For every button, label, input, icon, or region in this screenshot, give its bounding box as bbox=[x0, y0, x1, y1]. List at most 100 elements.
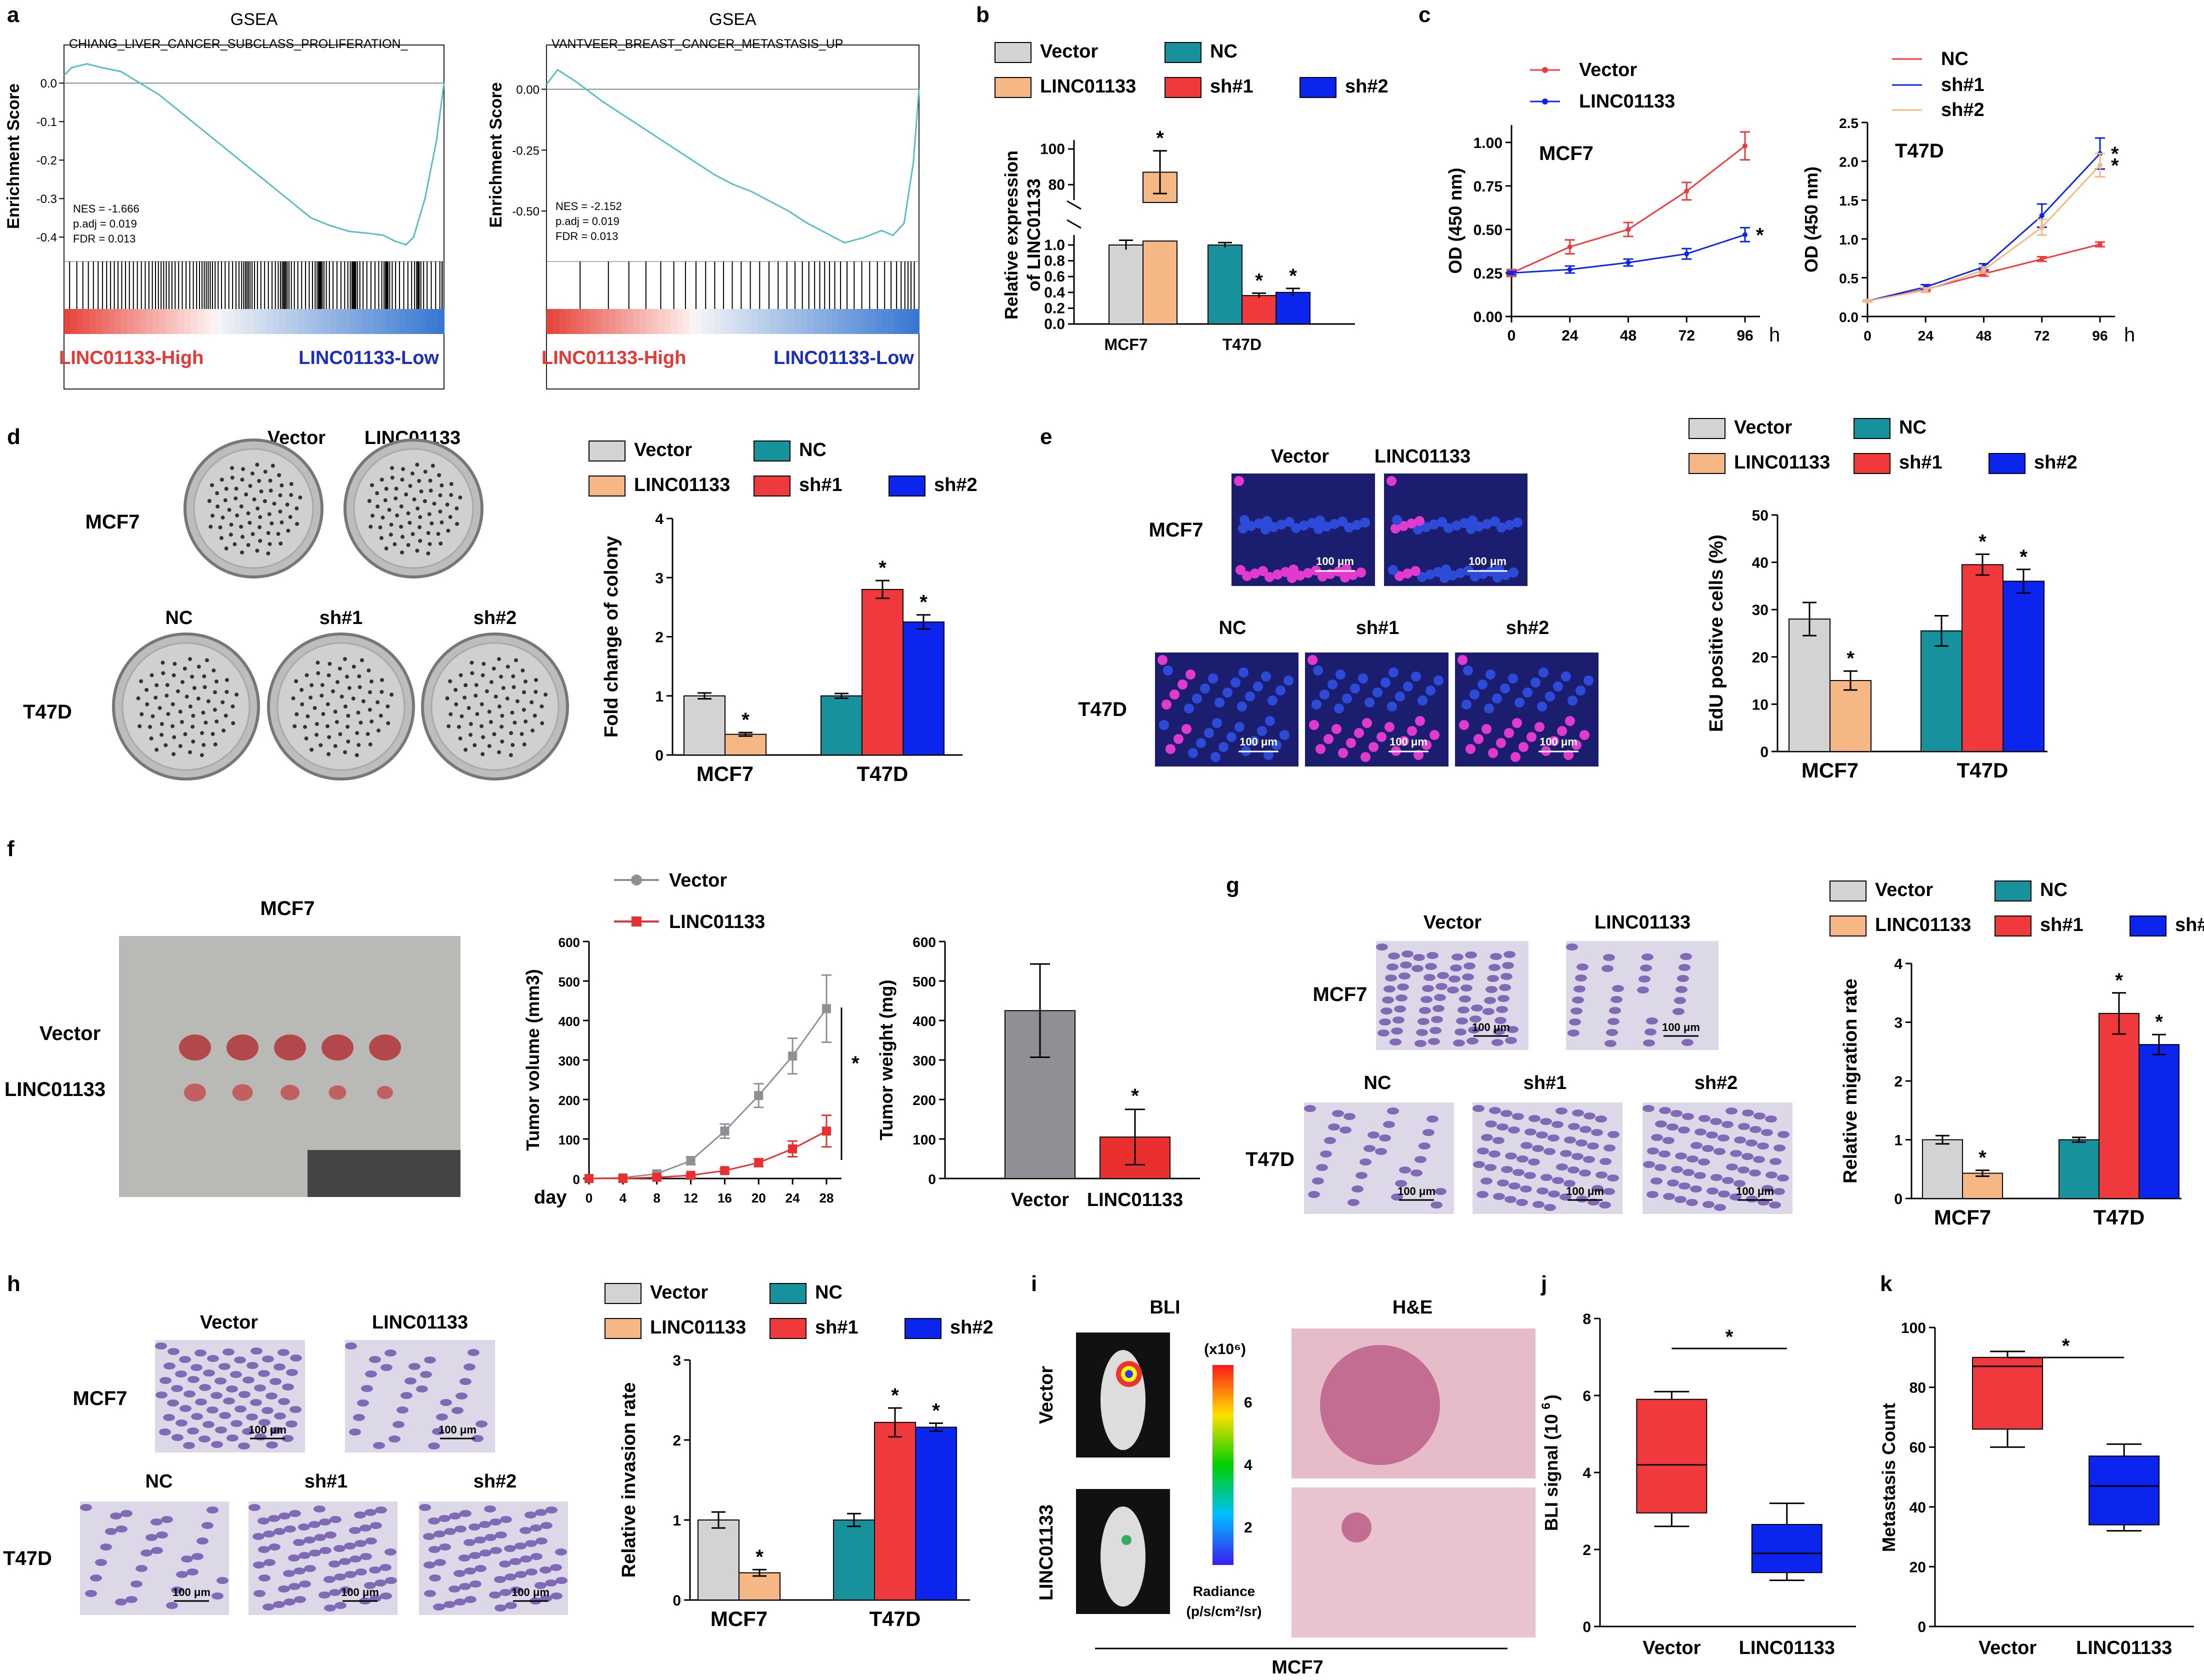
e-mcf7-vector-nucleus bbox=[1288, 564, 1298, 574]
d-t47d-sh1-colony bbox=[347, 686, 352, 690]
legend-label-sh2: sh#2 bbox=[950, 1317, 994, 1338]
e-image-label: sh#1 bbox=[1356, 618, 1400, 638]
e-mcf7-linc-nucleus bbox=[1482, 519, 1492, 529]
d-mcf7-vector-colony bbox=[248, 484, 252, 488]
d-t47d-nc-colony bbox=[196, 664, 201, 669]
h-mcf7-vector-cell bbox=[223, 1398, 235, 1404]
g-y-tick-label: 4 bbox=[1894, 956, 1902, 972]
j-y-label-exponent: 6 bbox=[1540, 1402, 1553, 1409]
g-t47d-sh2-cell bbox=[1647, 1148, 1659, 1154]
i-colorbar-tick: 4 bbox=[1244, 1457, 1252, 1474]
a1-rank-strip-cell bbox=[374, 309, 382, 334]
h-t47d-sh2-cell bbox=[479, 1521, 491, 1528]
d-t47d-sh1-colony bbox=[342, 657, 347, 662]
legend-swatch-nc bbox=[1854, 418, 1890, 439]
e-y-tick-label: 30 bbox=[1752, 602, 1768, 618]
h-t47d-sh1-cell bbox=[308, 1521, 320, 1528]
f-tumor-vector bbox=[179, 1034, 211, 1060]
e-t47d-sh2-nucleus bbox=[1518, 742, 1528, 752]
c2-y-tick-label: 1.5 bbox=[1839, 193, 1858, 208]
d-t47d-sh1-colony bbox=[358, 720, 363, 725]
b-axis-break bbox=[1066, 200, 1082, 210]
a2-low-label: LINC01133-Low bbox=[774, 348, 914, 368]
f-tumor-vector bbox=[369, 1034, 401, 1060]
h-t47d-sh1-cell bbox=[375, 1506, 387, 1514]
d-t47d-nc-colony bbox=[164, 743, 168, 748]
h-t47d-sh1-cell bbox=[334, 1545, 346, 1552]
d-t47d-sh2-colony bbox=[522, 708, 526, 712]
g-t47d-sh1-cell bbox=[1488, 1150, 1500, 1158]
d-t47d-sh2-dish-inner bbox=[430, 642, 560, 771]
d-t47d-sh1-colony bbox=[376, 700, 380, 704]
g-mcf7-linc-cell bbox=[1646, 1018, 1658, 1024]
a2-rank-strip-cell bbox=[894, 309, 901, 334]
g-t47d-sh2-cell bbox=[1742, 1110, 1754, 1116]
legend-swatch-sh1 bbox=[1854, 453, 1890, 474]
h-mcf7-vector-cell bbox=[262, 1356, 274, 1362]
a1-rank-strip-cell bbox=[216, 309, 223, 334]
e-t47d-sh2-nucleus bbox=[1526, 732, 1536, 742]
d-mcf7-vector-colony bbox=[240, 534, 244, 539]
f1-point bbox=[754, 1158, 764, 1168]
d-mcf7-vector-colony bbox=[250, 471, 254, 476]
d-t47d-sh2-colony bbox=[466, 706, 471, 710]
e-mcf7-linc-nucleus bbox=[1413, 524, 1423, 534]
d-mcf7-linc-colony bbox=[406, 543, 410, 548]
d-t47d-sh2-colony bbox=[445, 696, 450, 700]
e-t47d-nc-nucleus bbox=[1214, 698, 1224, 708]
g-y-tick-label: 1 bbox=[1894, 1132, 1902, 1149]
h-t47d-sh1-cell bbox=[299, 1580, 311, 1588]
d-mcf7-vector-colony bbox=[227, 508, 232, 512]
f1-point bbox=[584, 1174, 594, 1183]
g-mcf7-vector-cell bbox=[1460, 984, 1472, 992]
g-t47d-sh2-cell bbox=[1646, 1191, 1658, 1198]
h-t47d-sh1-cell bbox=[284, 1598, 296, 1606]
e-t47d-nc-nucleus bbox=[1276, 686, 1286, 696]
h-mcf7-linc-cell bbox=[400, 1392, 412, 1399]
h-t47d-sh1-cell bbox=[370, 1522, 382, 1529]
c2-x-tick-label: 96 bbox=[2092, 328, 2108, 344]
a2-rank-strip-cell bbox=[882, 309, 888, 334]
g-bar-sh2 bbox=[2138, 1044, 2180, 1199]
d-t47d-sh2-colony bbox=[510, 710, 514, 715]
d-t47d-nc-colony bbox=[183, 732, 188, 736]
h-mcf7-linc-cell bbox=[357, 1400, 369, 1406]
f1-legend-marker bbox=[631, 874, 642, 886]
d-t47d-sh2-colony bbox=[520, 668, 525, 672]
legend-swatch-vector bbox=[994, 42, 1032, 63]
a1-stat: NES = -1.666 bbox=[73, 202, 140, 215]
g-t47d-sh2-cell bbox=[1718, 1134, 1730, 1142]
h-t47d-nc-cell bbox=[192, 1553, 204, 1560]
g-mcf7-linc-cell bbox=[1680, 953, 1692, 960]
d-t47d-sh1-colony bbox=[294, 712, 299, 716]
g-mcf7-linc-cell bbox=[1643, 1040, 1655, 1046]
d-t47d-sh2-colony bbox=[530, 700, 534, 704]
e-t47d-sh1-nucleus bbox=[1332, 724, 1342, 734]
c1-y-tick-label: 0.25 bbox=[1474, 266, 1502, 282]
legend-label-sh1: sh#1 bbox=[1210, 76, 1254, 97]
h-t47d-sh2-cell bbox=[468, 1524, 480, 1530]
f-tumor-linc bbox=[377, 1086, 393, 1100]
a1-rank-strip-cell bbox=[254, 309, 261, 334]
e-mcf7-linc-nucleus bbox=[1460, 518, 1470, 528]
a1-rank-strip-cell bbox=[108, 309, 116, 334]
e-bar-NC bbox=[1920, 630, 1962, 752]
g-mcf7-vector-cell bbox=[1448, 976, 1460, 982]
a2-rank-strip-cell bbox=[571, 309, 578, 334]
d-t47d-sh1-colony bbox=[304, 736, 308, 740]
d-t47d-sh1-colony bbox=[314, 722, 319, 726]
d-t47d-nc-colony bbox=[234, 692, 239, 697]
e-t47d-sh2-nucleus bbox=[1545, 692, 1555, 702]
h-mcf7-vector-cell bbox=[278, 1398, 290, 1405]
h-t47d-sh1-cell bbox=[334, 1574, 346, 1580]
h-t47d-sh2-cell bbox=[500, 1589, 512, 1596]
h-mcf7-linc-cell bbox=[396, 1406, 408, 1414]
e-y-tick-label: 50 bbox=[1752, 508, 1768, 524]
h-mcf7-linc-cell bbox=[452, 1407, 464, 1414]
h-t47d-sh2-cell bbox=[536, 1538, 548, 1544]
e-t47d-sh1-nucleus bbox=[1426, 686, 1436, 696]
f2-y-tick-label: 400 bbox=[912, 1014, 936, 1029]
d-mcf7-linc-colony bbox=[383, 498, 388, 502]
d-t47d-nc-colony bbox=[154, 696, 158, 700]
